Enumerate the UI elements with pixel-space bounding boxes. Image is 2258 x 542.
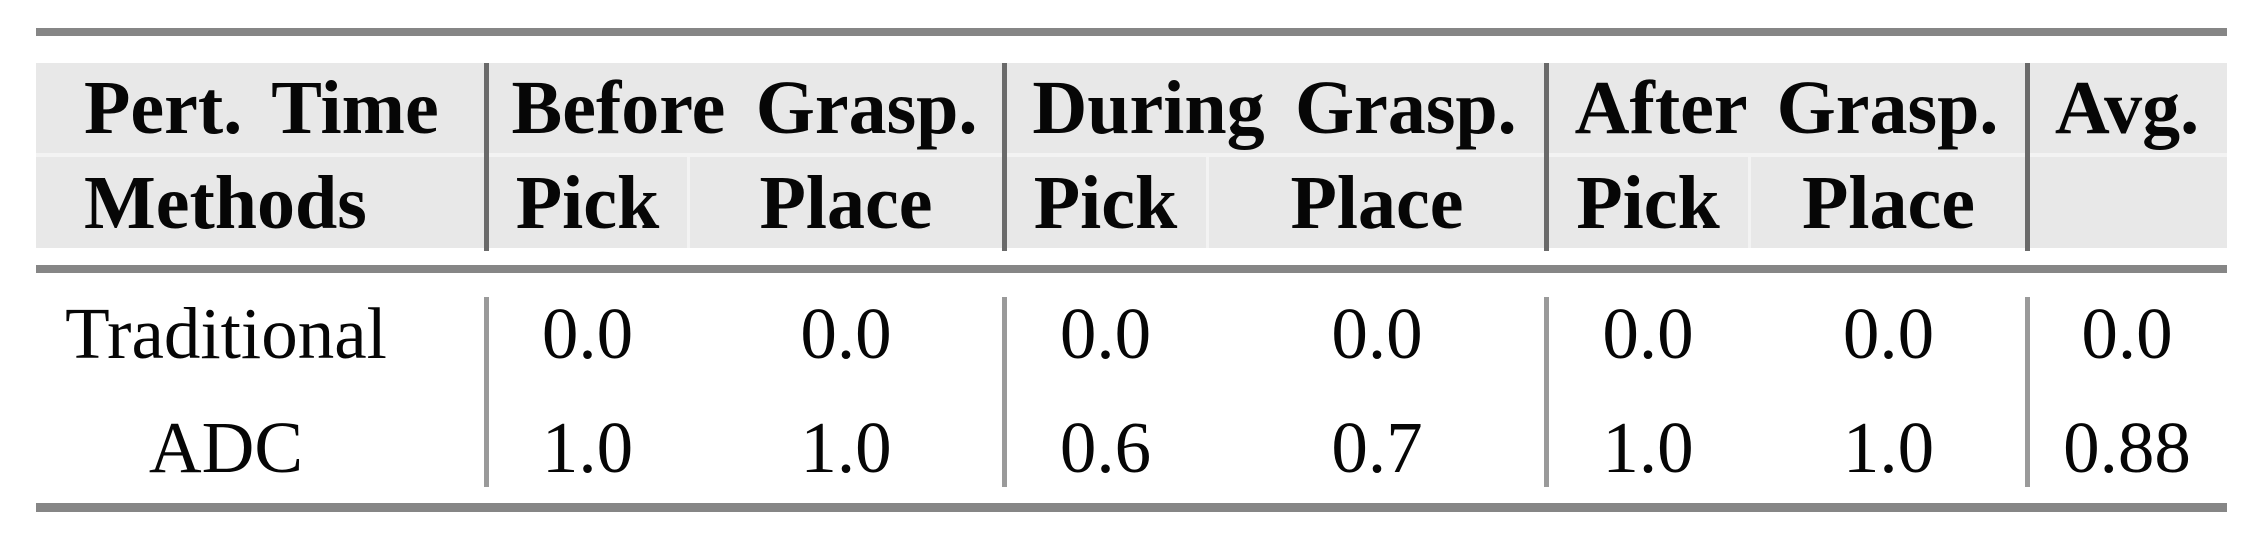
table-header: Pert. Time Before Grasp. During Grasp. A… xyxy=(36,63,2227,248)
table-bottom-rule xyxy=(36,503,2227,512)
header-subcol-separator xyxy=(1748,157,1751,248)
row-label-traditional: Traditional xyxy=(65,292,387,374)
body-group-divider xyxy=(1544,297,1549,487)
table-cell: 0.0 xyxy=(541,292,634,374)
table-cell: 1.0 xyxy=(1602,407,1694,488)
body-group-divider xyxy=(1002,297,1007,487)
header-subcol-before-pick: Pick xyxy=(515,160,660,245)
header-subcol-during-place: Place xyxy=(1290,160,1464,245)
header-group-divider xyxy=(484,63,489,251)
table-cell: 1.0 xyxy=(541,407,634,488)
table-cell: 0.0 xyxy=(1059,292,1152,374)
header-group-divider xyxy=(1544,63,1549,251)
header-corner-methods: Methods xyxy=(84,160,367,245)
header-group-during-grasp: During Grasp. xyxy=(1032,66,1517,150)
table-cell: 0.0 xyxy=(1331,292,1423,374)
table-cell-avg: 0.88 xyxy=(2063,407,2191,488)
header-row-separator xyxy=(36,153,2227,157)
table-header-rule xyxy=(36,265,2227,273)
header-subcol-after-place: Place xyxy=(1801,160,1975,245)
body-group-divider xyxy=(2025,297,2030,487)
table-cell: 0.0 xyxy=(1602,292,1694,374)
table-cell: 1.0 xyxy=(1842,407,1935,488)
header-group-after-grasp: After Grasp. xyxy=(1574,66,1999,150)
body-group-divider xyxy=(484,297,489,487)
header-subcol-after-pick: Pick xyxy=(1576,160,1720,245)
table-top-rule xyxy=(36,28,2227,36)
header-subcol-separator xyxy=(687,157,690,248)
table-cell: 0.0 xyxy=(1842,292,1935,374)
table-cell: 0.7 xyxy=(1331,407,1423,488)
header-subcol-separator xyxy=(1206,157,1209,248)
header-avg: Avg. xyxy=(2054,66,2200,150)
table-cell: 0.6 xyxy=(1059,407,1152,488)
table-cell: 1.0 xyxy=(800,407,892,488)
header-group-before-grasp: Before Grasp. xyxy=(511,66,978,150)
header-subcol-before-place: Place xyxy=(759,160,933,245)
header-group-divider xyxy=(2025,63,2030,251)
row-label-adc: ADC xyxy=(148,407,304,488)
table-cell: 0.0 xyxy=(800,292,892,374)
table-cell-avg: 0.0 xyxy=(2081,292,2173,374)
header-subcol-during-pick: Pick xyxy=(1033,160,1178,245)
header-group-divider xyxy=(1002,63,1007,251)
header-corner-pert-time: Pert. Time xyxy=(84,66,439,150)
